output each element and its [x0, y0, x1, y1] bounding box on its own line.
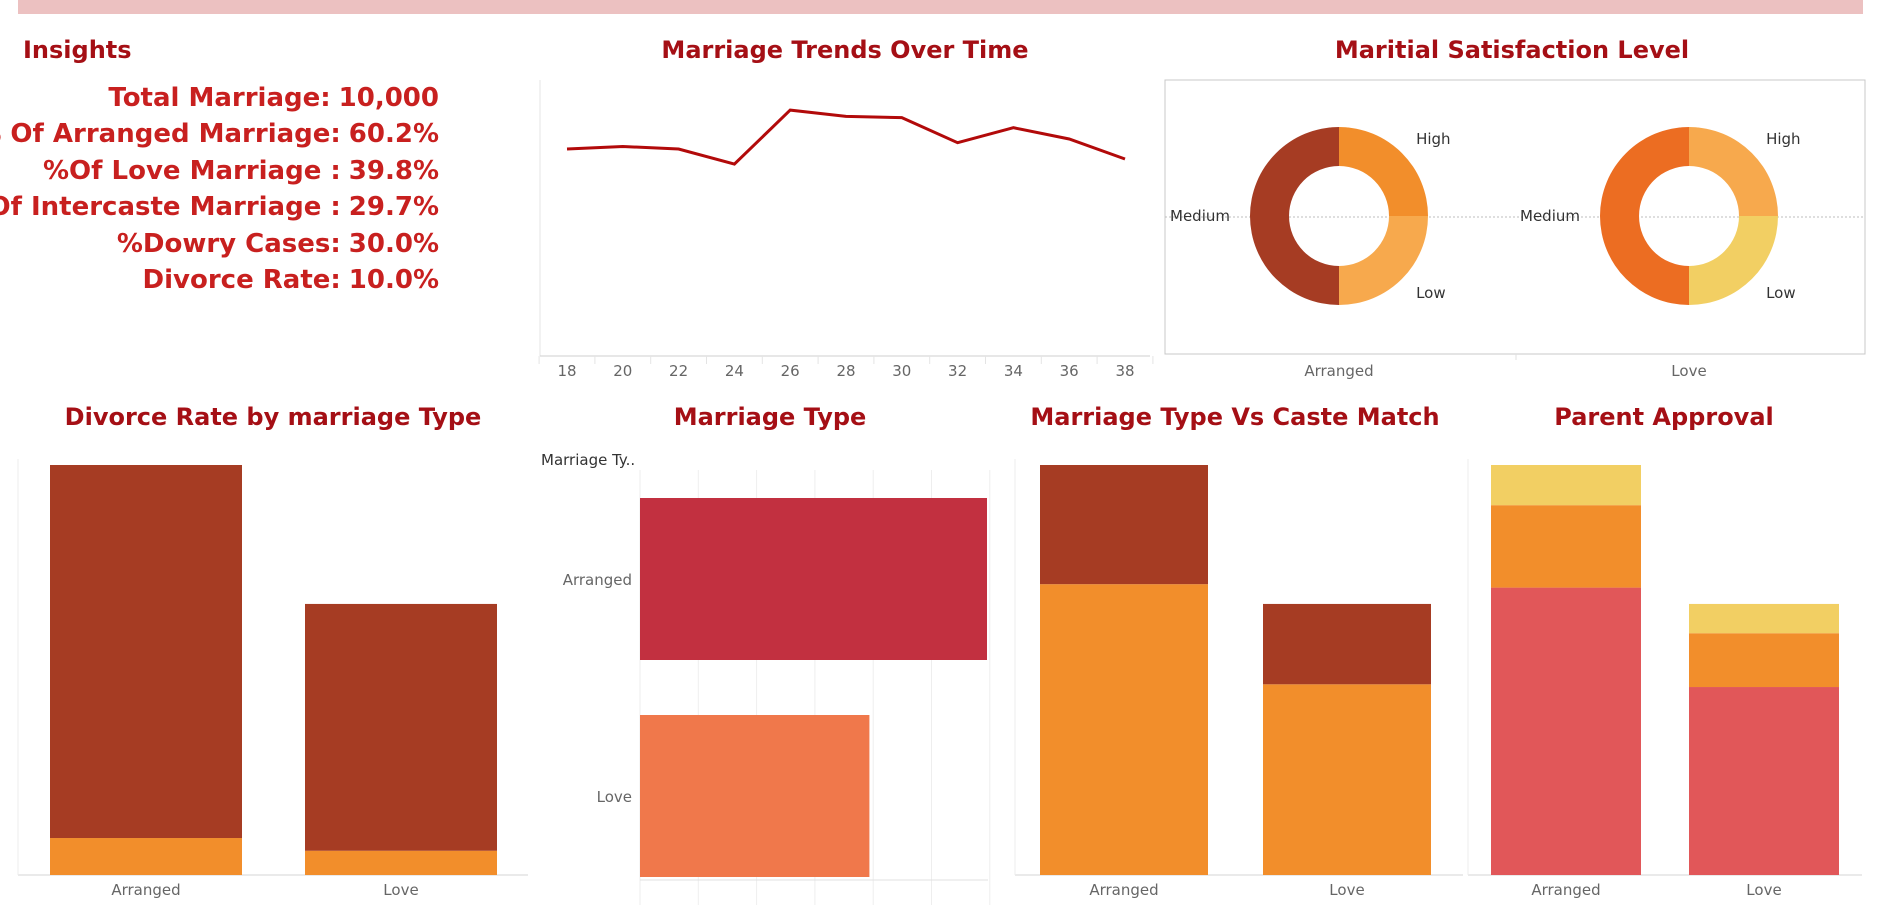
donut-slice-low [1339, 216, 1428, 305]
divorce-bar-segment [305, 603, 497, 851]
trends-x-tick-label: 22 [669, 362, 688, 380]
donut-slice-label: Medium [1520, 207, 1580, 225]
caste-bar-segment [1263, 684, 1431, 875]
kpi-4: % Of Intercaste Marriage :29.7% [0, 192, 439, 222]
mtype-bar [640, 715, 870, 877]
donut-slice-label: Medium [1170, 207, 1230, 225]
trends-x-tick-label: 38 [1115, 362, 1134, 380]
mtype-y-label: Arranged [563, 571, 632, 589]
kpi-1: Total Marriage: 10,000 [108, 83, 439, 113]
kpi-label: % Of Arranged Marriage: [0, 119, 341, 150]
parent-bar-segment [1689, 603, 1839, 634]
satisfaction-x-label: Arranged [1304, 362, 1373, 380]
kpi-label: % Of Intercaste Marriage : [0, 192, 341, 223]
kpi-3: %Of Love Marriage :39.8% [43, 156, 439, 186]
kpi-label: Total Marriage: [108, 83, 331, 113]
mtype-y-label: Love [597, 788, 632, 806]
caste-bar-segment [1040, 465, 1208, 585]
mtype-bar [640, 498, 987, 660]
parent-bar-segment [1491, 505, 1641, 588]
donut-slice-label: High [1416, 130, 1450, 148]
donut-slice-medium [1250, 127, 1339, 305]
kpi-6: Divorce Rate: 10.0% [143, 265, 439, 295]
mtype-header: Marriage Ty.. [541, 451, 635, 469]
trends-x-tick-label: 32 [948, 362, 967, 380]
trends-series-line [566, 108, 1126, 166]
caste-x-label: Arranged [1089, 881, 1158, 899]
trends-x-tick-label: 20 [613, 362, 632, 380]
trends-x-tick-label: 28 [836, 362, 855, 380]
divorce-bar-segment [50, 838, 242, 875]
parent-approval-title: Parent Approval [1554, 403, 1774, 431]
caste-match-title: Marriage Type Vs Caste Match [1030, 403, 1440, 431]
divorce-title: Divorce Rate by marriage Type [64, 403, 482, 431]
divorce-bar-segment [305, 850, 497, 875]
donut-slice-medium [1600, 127, 1689, 305]
trends-x-tick-label: 26 [781, 362, 800, 380]
kpi-value: 30.0% [348, 228, 439, 259]
donut-slice-label: High [1766, 130, 1800, 148]
insights-title: Insights [23, 36, 132, 64]
donut-slice-label: Low [1766, 284, 1796, 302]
kpi-value: 10,000 [338, 83, 439, 113]
kpi-label: %Of Love Marriage : [43, 155, 341, 186]
trends-x-tick-label: 18 [557, 362, 576, 380]
parent-bar-segment [1689, 633, 1839, 688]
marriage-type-title: Marriage Type [673, 403, 867, 431]
kpi-value: 39.8% [348, 155, 439, 186]
trends-x-tick-label: 24 [725, 362, 744, 380]
caste-x-label: Love [1329, 881, 1364, 899]
kpi-label: %Dowry Cases: [116, 228, 341, 259]
parent-bar-segment [1491, 465, 1641, 506]
donut-slice-low [1689, 216, 1778, 305]
caste-bar-segment [1263, 603, 1431, 685]
kpi-5: %Dowry Cases: 30.0% [117, 229, 439, 259]
donut-slice-label: Low [1416, 284, 1446, 302]
kpi-label: Divorce Rate: [142, 265, 341, 295]
divorce-x-label: Love [383, 881, 418, 899]
donut-slice-high [1339, 127, 1428, 216]
donut-slice-high [1689, 127, 1778, 216]
divorce-x-label: Arranged [111, 881, 180, 899]
parent-x-label: Love [1746, 881, 1781, 899]
trends-x-tick-label: 34 [1004, 362, 1023, 380]
parent-x-label: Arranged [1531, 881, 1600, 899]
kpi-2: % Of Arranged Marriage: 60.2% [0, 119, 439, 149]
parent-bar-segment [1491, 587, 1641, 875]
satisfaction-title: Maritial Satisfaction Level [1334, 36, 1690, 64]
kpi-value: 60.2% [348, 119, 439, 150]
trends-x-tick-label: 36 [1060, 362, 1079, 380]
divorce-bar-segment [50, 465, 242, 839]
top-banner [18, 0, 1863, 14]
satisfaction-x-label: Love [1671, 362, 1706, 380]
kpi-value: 29.7% [348, 192, 439, 223]
parent-bar-segment [1689, 687, 1839, 875]
kpi-value: 10.0% [348, 265, 439, 295]
trends-title: Marriage Trends Over Time [661, 36, 1029, 64]
trends-x-tick-label: 30 [892, 362, 911, 380]
caste-bar-segment [1040, 584, 1208, 875]
